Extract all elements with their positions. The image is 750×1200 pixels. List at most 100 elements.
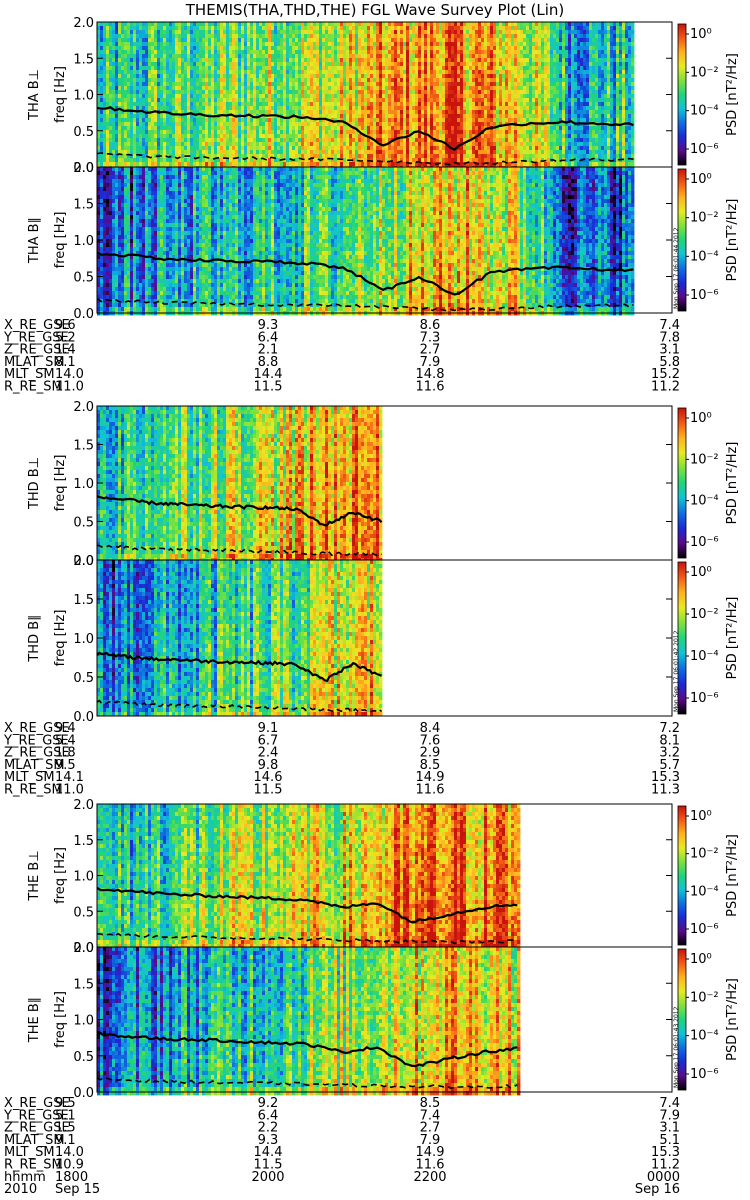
heatmap-cell (133, 58, 136, 62)
heatmap-cell (187, 30, 190, 34)
heatmap-cell (130, 78, 133, 82)
heatmap-cell (148, 66, 151, 70)
heatmap-cell (130, 66, 133, 70)
heatmap-cell (103, 94, 106, 98)
heatmap-cell (157, 82, 160, 86)
heatmap-cell (169, 82, 172, 86)
heatmap-cell (97, 78, 100, 82)
heatmap-cell (130, 30, 133, 34)
heatmap-cell (151, 42, 154, 46)
heatmap-cell (100, 70, 103, 74)
heatmap-cell (121, 38, 124, 42)
heatmap-cell (118, 138, 121, 142)
heatmap-cell (121, 74, 124, 78)
heatmap-cell (142, 134, 145, 138)
heatmap-cell (184, 66, 187, 70)
heatmap-cell (160, 74, 163, 78)
heatmap-cell (109, 66, 112, 70)
heatmap-cell (142, 38, 145, 42)
heatmap-cell (97, 54, 100, 58)
heatmap-cell (166, 94, 169, 98)
heatmap-cell (106, 90, 109, 94)
heatmap-cell (142, 46, 145, 50)
heatmap-cell (157, 54, 160, 58)
heatmap-cell (157, 122, 160, 126)
heatmap-cell (172, 54, 175, 58)
heatmap-cell (106, 86, 109, 90)
heatmap-cell (163, 58, 166, 62)
heatmap-cell (106, 122, 109, 126)
heatmap-cell (145, 22, 148, 26)
heatmap-cell (124, 30, 127, 34)
heatmap-cell (151, 50, 154, 54)
heatmap-cell (157, 58, 160, 62)
heatmap-cell (100, 142, 103, 146)
heatmap-cell (163, 146, 166, 150)
heatmap-cell (154, 94, 157, 98)
heatmap-cell (121, 30, 124, 34)
heatmap-cell (112, 34, 115, 38)
heatmap-cell (151, 114, 154, 118)
heatmap-cell (136, 66, 139, 70)
heatmap-cell (178, 122, 181, 126)
heatmap-cell (157, 134, 160, 138)
heatmap-cell (142, 162, 145, 166)
panel-tha-bperp: 0.00.51.01.52.0THA B⊥ freq [Hz]10⁰10⁻²10⁻… (27, 16, 740, 176)
heatmap-cell (163, 70, 166, 74)
heatmap-cell (172, 126, 175, 130)
heatmap-cell (127, 158, 130, 162)
heatmap-cell (139, 118, 142, 122)
heatmap-cell (136, 126, 139, 130)
heatmap-cell (151, 38, 154, 42)
heatmap-cell (127, 22, 130, 26)
heatmap-cell (109, 30, 112, 34)
heatmap-cell (157, 118, 160, 122)
heatmap-cell (109, 158, 112, 162)
heatmap-cell (118, 122, 121, 126)
heatmap-cell (178, 150, 181, 154)
heatmap-cell (130, 102, 133, 106)
heatmap-cell (136, 102, 139, 106)
heatmap-cell (121, 142, 124, 146)
heatmap-cell (127, 46, 130, 50)
heatmap-cell (106, 46, 109, 50)
heatmap-cell (157, 138, 160, 142)
heatmap-cell (169, 66, 172, 70)
heatmap-cell (184, 90, 187, 94)
heatmap-cell (169, 58, 172, 62)
heatmap-cell (142, 86, 145, 90)
heatmap-cell (157, 150, 160, 154)
heatmap-cell (133, 78, 136, 82)
heatmap-cell (115, 162, 118, 166)
heatmap-cell (160, 46, 163, 50)
heatmap-cell (127, 82, 130, 86)
heatmap-cell (133, 150, 136, 154)
heatmap-cell (97, 46, 100, 50)
heatmap-cell (127, 62, 130, 66)
heatmap-cell (151, 134, 154, 138)
heatmap-cell (181, 78, 184, 82)
heatmap-cell (175, 30, 178, 34)
heatmap-cell (148, 26, 151, 30)
heatmap-cell (163, 94, 166, 98)
heatmap-cell (154, 54, 157, 58)
heatmap-cell (100, 66, 103, 70)
heatmap-cell (139, 46, 142, 50)
heatmap-cell (160, 150, 163, 154)
heatmap-cell (145, 142, 148, 146)
heatmap-cell (187, 54, 190, 58)
heatmap-cell (160, 126, 163, 130)
heatmap-cell (133, 142, 136, 146)
heatmap-cell (160, 94, 163, 98)
heatmap-cell (187, 138, 190, 142)
heatmap-cell (100, 78, 103, 82)
heatmap-cell (127, 50, 130, 54)
heatmap-cell (97, 122, 100, 126)
heatmap-cell (175, 58, 178, 62)
heatmap-cell (124, 134, 127, 138)
heatmap-cell (97, 114, 100, 118)
heatmap-cell (133, 94, 136, 98)
heatmap-cell (103, 158, 106, 162)
heatmap-cell (100, 114, 103, 118)
heatmap-cell (100, 122, 103, 126)
